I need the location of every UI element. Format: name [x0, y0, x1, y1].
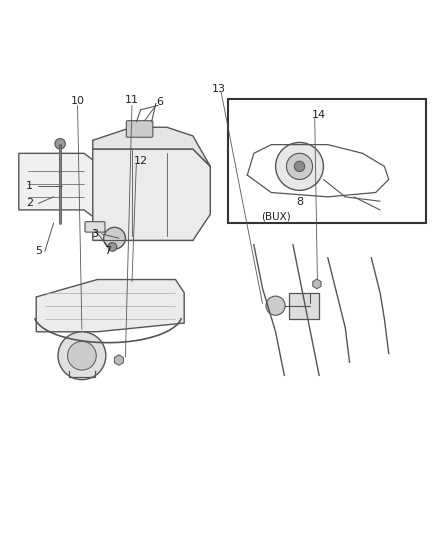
Circle shape [294, 161, 305, 172]
FancyBboxPatch shape [85, 222, 105, 232]
Circle shape [67, 341, 96, 370]
Text: 14: 14 [312, 110, 326, 120]
Text: 11: 11 [125, 95, 139, 105]
Polygon shape [19, 154, 102, 223]
Polygon shape [93, 149, 210, 240]
Polygon shape [36, 279, 184, 332]
Circle shape [104, 228, 125, 249]
Circle shape [276, 142, 323, 190]
Text: 5: 5 [35, 246, 42, 256]
Text: (BUX): (BUX) [261, 212, 290, 221]
Text: 10: 10 [71, 96, 85, 106]
Text: 8: 8 [296, 197, 303, 207]
Text: 12: 12 [134, 156, 148, 166]
Text: 1: 1 [26, 181, 33, 191]
Polygon shape [93, 127, 210, 166]
Circle shape [55, 139, 65, 149]
Text: 2: 2 [26, 198, 33, 208]
Text: 3: 3 [92, 229, 99, 239]
Text: 13: 13 [212, 84, 226, 94]
Text: 6: 6 [157, 97, 164, 107]
Circle shape [266, 296, 285, 315]
Text: 7: 7 [104, 246, 112, 256]
FancyBboxPatch shape [228, 99, 426, 223]
Circle shape [108, 243, 117, 251]
FancyBboxPatch shape [126, 120, 153, 137]
Circle shape [58, 332, 106, 379]
Polygon shape [289, 293, 319, 319]
Circle shape [286, 154, 313, 180]
